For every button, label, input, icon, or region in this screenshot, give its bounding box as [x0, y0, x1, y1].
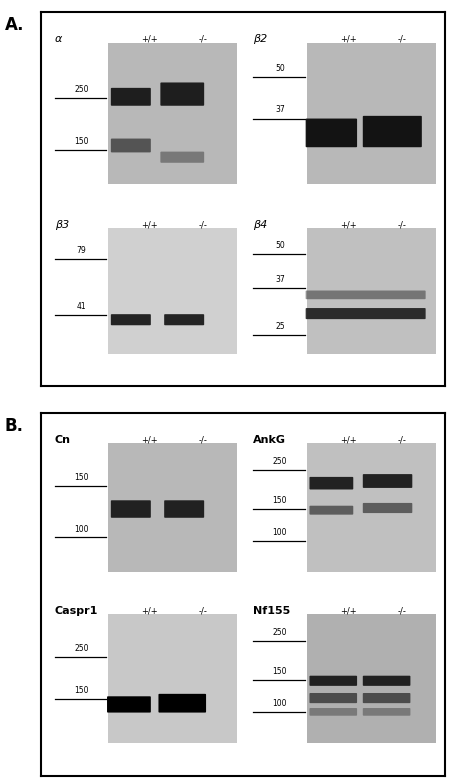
Text: 37: 37	[275, 275, 285, 284]
Text: 150: 150	[273, 496, 287, 505]
Text: 250: 250	[74, 644, 89, 653]
FancyBboxPatch shape	[363, 503, 412, 513]
Text: +/+: +/+	[340, 34, 357, 43]
FancyBboxPatch shape	[310, 693, 357, 703]
FancyBboxPatch shape	[363, 116, 422, 147]
Text: +/+: +/+	[340, 220, 357, 229]
Text: Caspr1: Caspr1	[54, 607, 98, 616]
Text: 100: 100	[273, 527, 287, 537]
Text: 50: 50	[275, 64, 285, 73]
FancyBboxPatch shape	[107, 697, 151, 713]
Text: 25: 25	[275, 322, 285, 332]
Text: -/-: -/-	[397, 34, 406, 43]
FancyBboxPatch shape	[160, 151, 204, 163]
FancyBboxPatch shape	[310, 505, 353, 515]
Text: 150: 150	[74, 136, 89, 146]
Bar	[108, 615, 237, 743]
Text: 150: 150	[74, 686, 89, 695]
Bar	[306, 443, 436, 572]
FancyBboxPatch shape	[306, 308, 426, 319]
FancyBboxPatch shape	[306, 119, 357, 147]
FancyBboxPatch shape	[363, 675, 410, 686]
Text: -/-: -/-	[199, 34, 207, 43]
Text: 79: 79	[76, 246, 86, 255]
Text: 150: 150	[74, 473, 89, 481]
Text: +/+: +/+	[142, 220, 158, 229]
FancyBboxPatch shape	[164, 500, 204, 518]
FancyBboxPatch shape	[363, 474, 412, 488]
Text: 250: 250	[74, 85, 89, 94]
Bar	[306, 228, 436, 353]
Text: -/-: -/-	[397, 607, 406, 615]
Text: α: α	[54, 34, 62, 44]
FancyBboxPatch shape	[310, 708, 357, 716]
Text: Cn: Cn	[54, 435, 71, 445]
Text: B.: B.	[5, 417, 24, 435]
Text: 100: 100	[273, 699, 287, 708]
Text: β3: β3	[54, 220, 69, 230]
FancyBboxPatch shape	[310, 675, 357, 686]
FancyBboxPatch shape	[310, 477, 353, 490]
FancyBboxPatch shape	[164, 314, 204, 325]
FancyBboxPatch shape	[363, 693, 410, 703]
Text: Nf155: Nf155	[253, 607, 291, 616]
Text: 100: 100	[74, 524, 89, 534]
Text: +/+: +/+	[142, 435, 158, 445]
Text: A.: A.	[5, 16, 24, 34]
Text: β2: β2	[253, 34, 267, 44]
Text: +/+: +/+	[142, 34, 158, 43]
Text: AnkG: AnkG	[253, 435, 286, 445]
FancyBboxPatch shape	[306, 290, 426, 300]
FancyBboxPatch shape	[111, 314, 151, 325]
Text: 50: 50	[275, 241, 285, 250]
FancyBboxPatch shape	[111, 88, 151, 106]
Text: +/+: +/+	[340, 607, 357, 615]
Text: -/-: -/-	[199, 435, 207, 445]
Bar	[306, 43, 436, 184]
FancyBboxPatch shape	[160, 83, 204, 106]
FancyBboxPatch shape	[111, 500, 151, 518]
Text: 250: 250	[273, 628, 287, 637]
Text: β4: β4	[253, 220, 267, 230]
Text: -/-: -/-	[397, 435, 406, 445]
Text: 150: 150	[273, 668, 287, 676]
Bar	[306, 615, 436, 743]
FancyBboxPatch shape	[111, 139, 151, 152]
Bar	[108, 228, 237, 353]
Text: +/+: +/+	[340, 435, 357, 445]
Text: -/-: -/-	[199, 607, 207, 615]
Bar	[108, 43, 237, 184]
Text: -/-: -/-	[397, 220, 406, 229]
Text: 250: 250	[273, 457, 287, 466]
Text: 37: 37	[275, 105, 285, 115]
Text: 41: 41	[77, 303, 86, 311]
Text: +/+: +/+	[142, 607, 158, 615]
Bar	[108, 443, 237, 572]
Text: -/-: -/-	[199, 220, 207, 229]
FancyBboxPatch shape	[363, 708, 410, 716]
FancyBboxPatch shape	[158, 694, 206, 713]
